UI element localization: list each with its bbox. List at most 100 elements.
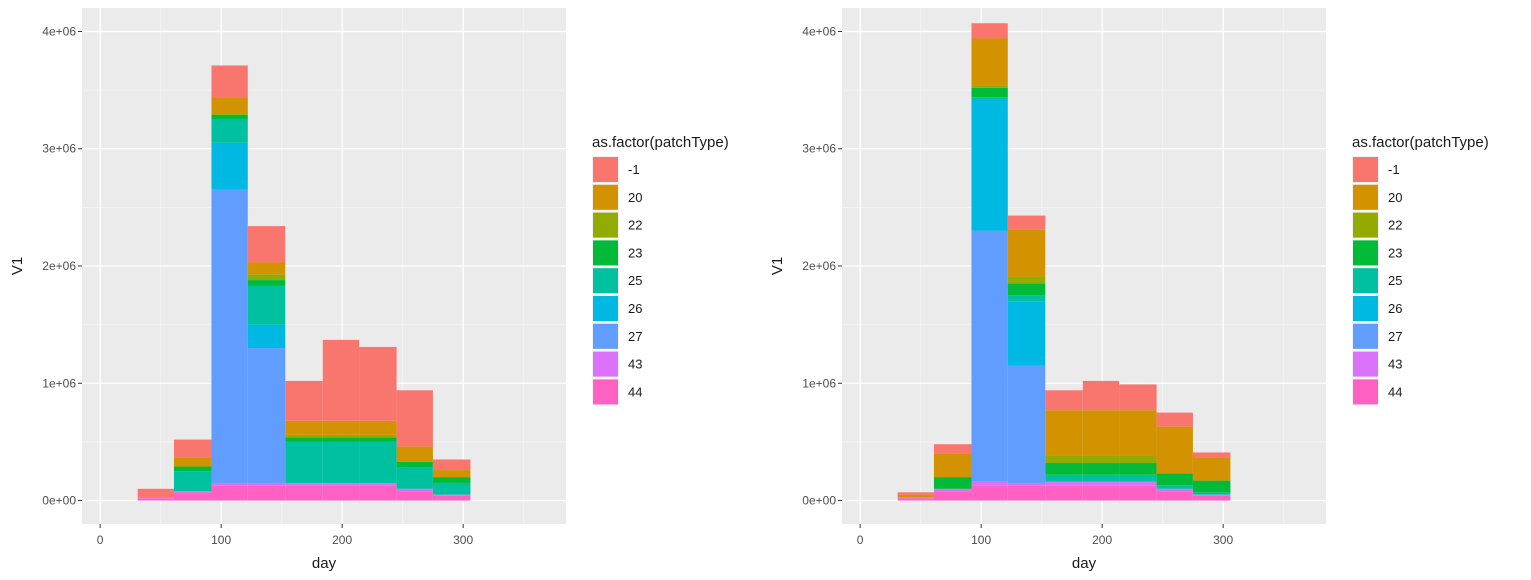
bar-segment-23-bin-1 xyxy=(933,477,972,489)
bar-segment-neg1-bin-8 xyxy=(432,459,471,471)
bar-segment-25-bin-5 xyxy=(1082,474,1120,482)
bar-segment-22-bin-4 xyxy=(1045,455,1083,464)
bar-segment-43-bin-6 xyxy=(1119,481,1157,486)
y-axis-title: V1 xyxy=(9,257,26,275)
bar-segment-neg1-bin-2 xyxy=(211,65,248,98)
bar-segment-22-bin-6 xyxy=(1119,455,1157,464)
legend-swatch-neg1 xyxy=(593,157,618,182)
bar-segment-neg1-bin-3 xyxy=(247,226,286,263)
y-tick-label: 1e+06 xyxy=(42,376,76,390)
legend-swatch-neg1 xyxy=(1353,157,1378,182)
bar-segment-44-bin-7 xyxy=(1156,491,1193,501)
bar-segment-23-bin-4 xyxy=(1045,463,1083,475)
bar-segment-44-bin-3 xyxy=(247,485,286,501)
bar-segment-43-bin-1 xyxy=(173,491,212,493)
bar-segment-23-bin-5 xyxy=(322,437,360,442)
bar-segment-22-bin-6 xyxy=(359,434,397,438)
bar-segment-22-bin-2 xyxy=(211,113,248,115)
bar-segment-20-bin-2 xyxy=(971,38,1008,86)
y-tick-label: 3e+06 xyxy=(42,142,76,156)
bar-segment-44-bin-5 xyxy=(322,485,360,501)
bar-segment-20-bin-7 xyxy=(1156,426,1193,474)
bar-segment-20-bin-0 xyxy=(897,494,934,498)
bar-segment-20-bin-6 xyxy=(1119,410,1157,456)
legend-swatch-22 xyxy=(1353,212,1378,238)
bar-segment-44-bin-0 xyxy=(137,498,174,501)
bar-segment-23-bin-8 xyxy=(1192,480,1231,493)
y-tick-label: 1e+06 xyxy=(802,376,836,390)
legend-swatch-44 xyxy=(593,379,618,405)
bar-segment-20-bin-6 xyxy=(359,420,397,435)
legend-swatch-26 xyxy=(1353,296,1378,321)
bar-segment-43-bin-7 xyxy=(396,488,433,492)
bar-segment-20-bin-7 xyxy=(396,446,433,462)
bar-segment-43-bin-8 xyxy=(432,494,471,496)
legend-label: 22 xyxy=(1388,218,1402,233)
bar-segment-44-bin-5 xyxy=(1082,485,1120,501)
x-tick-label: 100 xyxy=(211,533,231,547)
legend-swatch-20 xyxy=(593,184,618,210)
legend-swatch-27 xyxy=(593,323,618,349)
histogram-chart-right: 0e+00 1e+06 2e+06 3e+06 4e+06 0 100 200 300 day V1… xyxy=(769,8,1489,572)
x-tick-label: 300 xyxy=(1213,533,1233,547)
bar-segment-22-bin-5 xyxy=(1082,455,1120,464)
bar-segment-neg1-bin-4 xyxy=(1045,390,1083,411)
bar-segment-25-bin-3 xyxy=(247,285,286,325)
bar-segment-23-bin-2 xyxy=(211,114,248,120)
bar-segment-43-bin-3 xyxy=(1007,482,1046,486)
bar-segment-25-bin-4 xyxy=(285,441,323,483)
bar-segment-neg1-bin-3 xyxy=(1007,215,1046,230)
bar-segment-22-bin-3 xyxy=(247,274,286,281)
bar-segment-43-bin-0 xyxy=(897,497,934,499)
x-tick-label: 0 xyxy=(857,533,864,547)
bar-segment-25-bin-7 xyxy=(396,467,433,489)
bar-segment-27-bin-2 xyxy=(211,189,248,483)
bar-segment-44-bin-3 xyxy=(1007,485,1046,501)
bar-segment-26-bin-2 xyxy=(971,99,1008,231)
bar-segment-neg1-bin-6 xyxy=(1119,384,1157,411)
bar-segment-43-bin-0 xyxy=(137,497,174,499)
bar-segment-neg1-bin-5 xyxy=(322,339,360,421)
bar-segment-44-bin-6 xyxy=(1119,485,1157,501)
legend-label: 43 xyxy=(1388,357,1402,372)
bar-segment-44-bin-4 xyxy=(1045,485,1083,501)
bar-segment-25-bin-6 xyxy=(359,441,397,483)
bar-segment-44-bin-1 xyxy=(173,492,212,501)
bar-segment-neg1-bin-1 xyxy=(173,439,212,458)
bar-segment-22-bin-2 xyxy=(971,85,1008,88)
legend-swatch-22 xyxy=(593,212,618,238)
bar-segment-22-bin-5 xyxy=(322,434,360,438)
bar-segment-43-bin-8 xyxy=(1192,494,1231,496)
bar-segment-20-bin-4 xyxy=(285,420,323,435)
y-tick-label: 0e+00 xyxy=(42,494,76,508)
bar-segment-neg1-bin-6 xyxy=(359,346,397,421)
bar-segment-neg1-bin-1 xyxy=(933,444,972,454)
bar-segment-neg1-bin-8 xyxy=(1192,452,1231,458)
legend-swatch-25 xyxy=(1353,268,1378,294)
y-tick-label: 3e+06 xyxy=(802,142,836,156)
legend-label: 25 xyxy=(628,273,642,288)
bar-segment-25-bin-5 xyxy=(322,441,360,483)
bar-segment-25-bin-3 xyxy=(1007,295,1046,302)
bar-segment-20-bin-3 xyxy=(247,262,286,275)
bar-segment-neg1-bin-0 xyxy=(897,492,934,495)
bar-segment-20-bin-4 xyxy=(1045,410,1083,456)
bar-segment-20-bin-1 xyxy=(933,453,972,478)
bar-segment-27-bin-3 xyxy=(247,348,286,483)
bar-segment-43-bin-5 xyxy=(322,482,360,486)
legend: as.factor(patchType) -1 20 22 23 25 26 27 43 44 xyxy=(1352,134,1489,406)
bar-segment-26-bin-3 xyxy=(247,324,286,349)
legend-label: 23 xyxy=(628,245,642,260)
bar-segment-44-bin-6 xyxy=(359,485,397,501)
bar-segment-25-bin-4 xyxy=(1045,474,1083,482)
legend: as.factor(patchType) -1 20 22 23 25 26 27 43 44 xyxy=(592,134,729,406)
bar-segment-20-bin-1 xyxy=(173,457,212,467)
bar-segment-44-bin-2 xyxy=(211,485,248,501)
bar-segment-44-bin-8 xyxy=(1192,495,1231,501)
bar-segment-20-bin-8 xyxy=(432,470,471,478)
bar-segment-neg1-bin-4 xyxy=(285,380,323,421)
bar-segment-44-bin-8 xyxy=(432,495,471,501)
y-tick-label: 4e+06 xyxy=(802,24,836,38)
y-axis-title: V1 xyxy=(769,257,786,275)
bar-segment-43-bin-6 xyxy=(359,482,397,486)
